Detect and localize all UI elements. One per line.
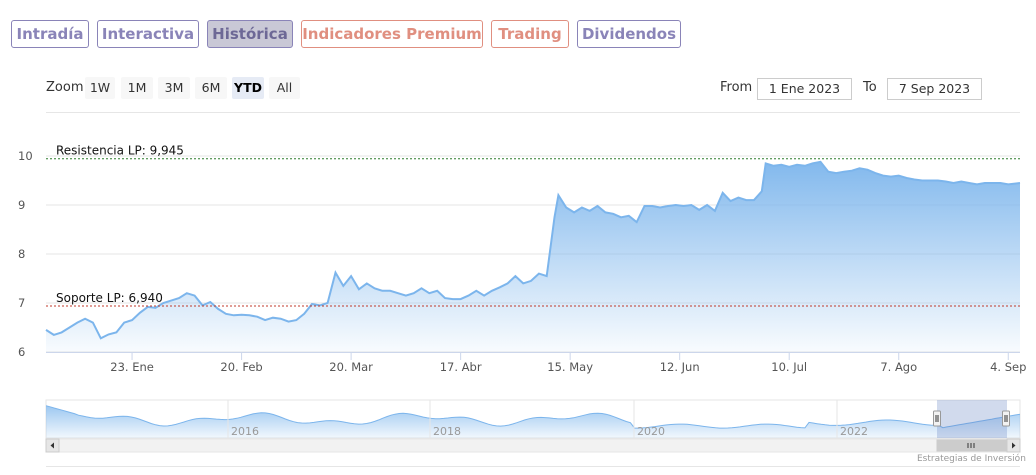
navigator-selection <box>937 400 1007 438</box>
from-date-input[interactable]: 1 Ene 2023 <box>757 78 852 100</box>
support-label: Soporte LP: 6,940 <box>56 291 163 305</box>
x-tick-label: 4. Sep <box>990 360 1026 374</box>
zoom-button-1m[interactable]: 1M <box>121 77 153 99</box>
navigator-area <box>46 405 1020 438</box>
tab-dividendos[interactable]: Dividendos <box>577 20 681 48</box>
tab-histórica[interactable]: Histórica <box>207 20 293 48</box>
y-tick-label: 7 <box>18 296 25 310</box>
x-tick-label: 23. Ene <box>110 360 154 374</box>
scrollbar-track[interactable] <box>45 438 1021 453</box>
navigator-line <box>45 405 1021 429</box>
to-label: To <box>863 80 877 95</box>
tab-trading[interactable]: Trading <box>491 20 569 48</box>
price-line <box>45 160 1021 340</box>
resistance-label: Resistencia LP: 9,945 <box>56 144 184 158</box>
y-tick-label: 6 <box>18 345 25 359</box>
y-tick-label: 8 <box>18 247 25 261</box>
navigator-year-label: 2022 <box>840 425 868 438</box>
price-area <box>46 161 1020 352</box>
x-tick-label: 15. May <box>547 360 593 374</box>
zoom-button-ytd[interactable]: YTD <box>232 77 264 99</box>
zoom-button-6m[interactable]: 6M <box>195 77 227 99</box>
x-tick-label: 20. Mar <box>329 360 373 374</box>
y-tick-label: 10 <box>18 149 33 163</box>
zoom-button-1w[interactable]: 1W <box>85 77 115 99</box>
arrow-left-icon <box>50 442 54 449</box>
x-tick-label: 20. Feb <box>220 360 262 374</box>
x-tick-label: 17. Abr <box>440 360 482 374</box>
navigator-handle-left[interactable] <box>933 410 941 427</box>
x-tick-label: 7. Ago <box>880 360 917 374</box>
tab-intradía[interactable]: Intradía <box>11 20 89 48</box>
tab-interactiva[interactable]: Interactiva <box>97 20 199 48</box>
navigator-year-label: 2020 <box>637 425 665 438</box>
y-tick-label: 9 <box>18 198 25 212</box>
scrollbar-thumb[interactable] <box>936 439 1008 452</box>
tab-indicadores-premium[interactable]: Indicadores Premium <box>301 20 483 48</box>
x-tick-label: 12. Jun <box>660 360 700 374</box>
navigator-handle-right[interactable] <box>1002 410 1010 427</box>
zoom-button-all[interactable]: All <box>269 77 300 99</box>
zoom-button-3m[interactable]: 3M <box>158 77 190 99</box>
x-tick-label: 10. Jul <box>771 360 807 374</box>
from-label: From <box>720 80 753 95</box>
navigator-year-label: 2018 <box>433 425 461 438</box>
zoom-label: Zoom <box>46 80 84 95</box>
arrow-right-icon <box>1012 442 1016 449</box>
to-date-input[interactable]: 7 Sep 2023 <box>887 78 982 100</box>
credits-label: Estrategias de Inversión <box>917 454 1026 464</box>
navigator-year-label: 2016 <box>231 425 259 438</box>
